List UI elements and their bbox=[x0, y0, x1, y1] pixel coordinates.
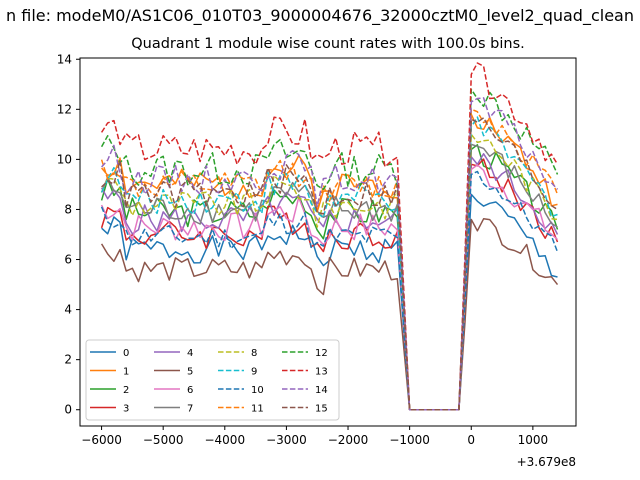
series-line-9 bbox=[100, 116, 558, 411]
x-tick-label: −5000 bbox=[143, 433, 184, 447]
x-offset-label: +3.679e8 bbox=[517, 455, 576, 469]
x-tick-label: 0 bbox=[467, 433, 475, 447]
legend-label-5: 5 bbox=[187, 367, 193, 378]
legend-label-2: 2 bbox=[123, 385, 129, 396]
figure-suptitle: n file: modeM0/AS1C06_010T03_9000004676_… bbox=[6, 6, 634, 25]
series-line-14 bbox=[101, 97, 559, 411]
legend-label-1: 1 bbox=[123, 367, 129, 378]
legend-label-4: 4 bbox=[187, 348, 193, 359]
legend-label-9: 9 bbox=[251, 367, 257, 378]
y-tick-label: 8 bbox=[64, 202, 72, 216]
legend-box bbox=[85, 339, 340, 421]
series-line-8 bbox=[100, 133, 558, 411]
x-axis: −6000 −5000 −4000 −3000 −2000 −1000 0 1000 bbox=[81, 426, 548, 447]
series-line-12 bbox=[100, 88, 559, 411]
series-lines-group bbox=[100, 62, 559, 411]
series-line-1 bbox=[101, 113, 558, 411]
legend-label-14: 14 bbox=[315, 385, 328, 396]
legend-label-10: 10 bbox=[251, 385, 264, 396]
legend-label-12: 12 bbox=[315, 348, 328, 359]
series-line-4 bbox=[100, 153, 559, 411]
legend-label-6: 6 bbox=[187, 385, 193, 396]
x-tick-label: −3000 bbox=[266, 433, 307, 447]
x-tick-label: −2000 bbox=[328, 433, 369, 447]
y-tick-label: 0 bbox=[64, 403, 72, 417]
series-line-15 bbox=[101, 117, 558, 411]
legend-label-11: 11 bbox=[251, 404, 264, 415]
axes-frame bbox=[79, 57, 577, 427]
y-tick-label: 2 bbox=[64, 353, 72, 367]
legend-label-0: 0 bbox=[123, 348, 129, 359]
series-line-11 bbox=[100, 108, 559, 411]
x-tick-label: −4000 bbox=[204, 433, 245, 447]
y-tick-label: 12 bbox=[57, 102, 72, 116]
y-tick-label: 6 bbox=[64, 253, 72, 267]
legend-label-8: 8 bbox=[251, 348, 257, 359]
series-line-10 bbox=[100, 170, 559, 411]
y-axis: 0 2 4 6 8 10 12 14 bbox=[57, 52, 80, 417]
y-tick-label: 10 bbox=[57, 152, 72, 166]
series-line-7 bbox=[100, 143, 558, 411]
y-tick-label: 4 bbox=[64, 303, 72, 317]
chart-title: Quadrant 1 module wise count rates with … bbox=[131, 36, 525, 52]
series-line-0 bbox=[101, 193, 558, 411]
x-tick-label: −6000 bbox=[81, 433, 122, 447]
legend-label-15: 15 bbox=[315, 404, 328, 415]
series-line-5 bbox=[100, 218, 559, 411]
x-tick-label: −1000 bbox=[389, 433, 430, 447]
legend-label-3: 3 bbox=[123, 404, 129, 415]
legend-label-7: 7 bbox=[187, 404, 193, 415]
legend-label-13: 13 bbox=[315, 367, 328, 378]
series-line-13 bbox=[100, 62, 559, 411]
x-tick-label: 1000 bbox=[518, 433, 549, 447]
y-tick-label: 14 bbox=[57, 52, 72, 66]
